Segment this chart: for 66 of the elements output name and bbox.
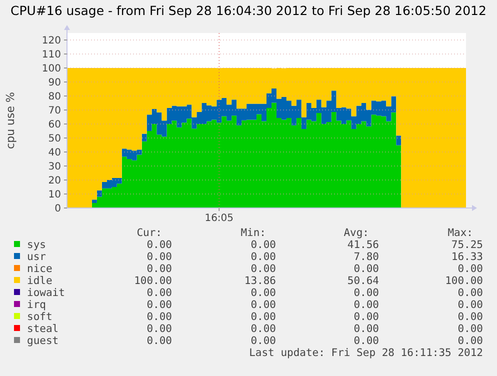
y-tick-label: 100 xyxy=(42,64,61,74)
text: 0.00 xyxy=(458,299,483,311)
y-tick-label: 50 xyxy=(48,134,61,144)
text: 0.00 xyxy=(250,323,276,335)
text: 0.00 xyxy=(354,263,379,275)
y-tick-label: 10 xyxy=(48,190,61,200)
text: 0.00 xyxy=(458,323,483,335)
text: 13.86 xyxy=(244,275,276,287)
legend-label: sys xyxy=(27,239,46,251)
text: 0.00 xyxy=(250,251,276,263)
text: 0.00 xyxy=(458,311,483,323)
text: 0.00 xyxy=(458,335,483,347)
y-tick-label: 90 xyxy=(48,78,61,88)
text: 0.00 xyxy=(250,287,276,299)
text: 0.00 xyxy=(146,311,172,323)
text: 16.33 xyxy=(451,251,483,263)
text: 0.00 xyxy=(354,299,379,311)
legend-label: guest xyxy=(27,335,59,347)
text: 0.00 xyxy=(250,239,276,251)
y-tick-label: 40 xyxy=(48,148,61,158)
text: Min: xyxy=(240,227,266,239)
text: 0.00 xyxy=(354,323,379,335)
legend-label: irq xyxy=(27,299,46,311)
text: 0.00 xyxy=(354,287,379,299)
text: 0.00 xyxy=(250,335,276,347)
y-tick-label: 80 xyxy=(48,92,61,102)
y-tick-label: 120 xyxy=(42,36,61,46)
text: 0.00 xyxy=(146,239,172,251)
text: 0.00 xyxy=(458,287,483,299)
y-tick-label: 60 xyxy=(48,120,61,130)
y-axis-title: cpu use % xyxy=(4,92,17,149)
text: 0.00 xyxy=(354,335,379,347)
text: 75.25 xyxy=(451,239,483,251)
text: 100.00 xyxy=(134,275,172,287)
text: 100.00 xyxy=(445,275,483,287)
text: 0.00 xyxy=(146,335,172,347)
x-tick-label: 16:05 xyxy=(204,213,234,224)
text: 0.00 xyxy=(146,263,172,275)
y-tick-label: 30 xyxy=(48,162,61,172)
text: 0.00 xyxy=(354,311,379,323)
text: 0.00 xyxy=(250,311,276,323)
text: 7.80 xyxy=(354,251,379,263)
text: Avg: xyxy=(344,227,369,239)
text: 41.56 xyxy=(347,239,379,251)
y-tick-label: 0 xyxy=(54,204,61,214)
text: Last update: Fri Sep 28 16:11:35 2012 xyxy=(249,347,483,359)
text: Cur: xyxy=(136,227,162,239)
text: 0.00 xyxy=(146,251,172,263)
text: 0.00 xyxy=(146,287,172,299)
text: 50.64 xyxy=(347,275,379,287)
y-tick-label: 110 xyxy=(42,50,61,60)
text: 0.00 xyxy=(146,323,172,335)
chart-title: CPU#16 usage - from Fri Sep 28 16:04:30 2012 to Fri Sep 28 16:05:50 2012 xyxy=(10,3,486,18)
y-tick-label: 70 xyxy=(48,106,61,116)
text: 0.00 xyxy=(458,263,483,275)
legend-label: iowait xyxy=(27,287,65,299)
legend-label: idle xyxy=(27,275,52,287)
legend-label: soft xyxy=(27,311,52,323)
y-tick-label: 20 xyxy=(48,176,61,186)
legend-label: usr xyxy=(27,251,46,263)
legend-label: steal xyxy=(27,323,59,335)
text: 0.00 xyxy=(146,299,172,311)
legend-label: nice xyxy=(27,263,52,275)
text: Max: xyxy=(448,227,473,239)
text: 0.00 xyxy=(250,263,276,275)
text: 0.00 xyxy=(250,299,276,311)
